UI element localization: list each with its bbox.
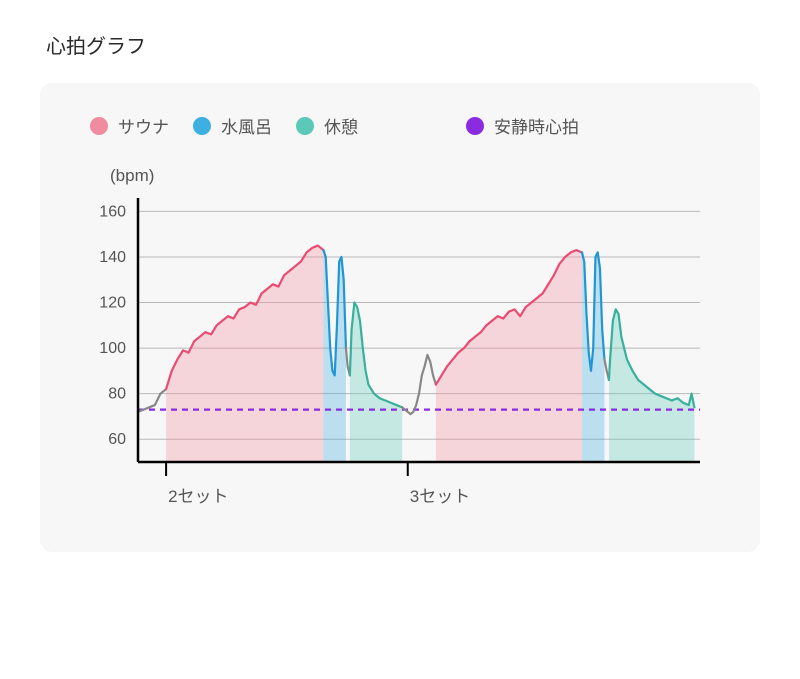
svg-text:80: 80 — [108, 386, 126, 403]
heart-rate-chart: 60 80 100 120 140 160 2セット 3セット — [70, 192, 710, 522]
svg-text:120: 120 — [99, 295, 126, 312]
chart-card: サウナ 水風呂 休憩 安静時心拍 (bpm) 60 80 100 120 140 160 2… — [40, 83, 760, 552]
svg-text:160: 160 — [99, 203, 126, 220]
svg-text:3セット: 3セット — [410, 487, 470, 506]
legend-item-sauna: サウナ — [90, 113, 169, 138]
legend-item-cold: 水風呂 — [193, 113, 272, 138]
legend-label-cold: 水風呂 — [221, 113, 272, 138]
y-axis-unit: (bpm) — [110, 166, 730, 186]
legend-item-resting: 安静時心拍 — [466, 113, 579, 138]
svg-text:2セット: 2セット — [168, 487, 228, 506]
legend-label-rest: 休憩 — [324, 113, 358, 138]
legend-dot-sauna — [90, 117, 108, 135]
legend-item-rest: 休憩 — [296, 113, 358, 138]
svg-text:60: 60 — [108, 431, 126, 448]
chart-area: 60 80 100 120 140 160 2セット 3セット — [70, 192, 730, 522]
svg-text:100: 100 — [99, 340, 126, 357]
svg-text:140: 140 — [99, 249, 126, 266]
legend-label-resting: 安静時心拍 — [494, 113, 579, 138]
legend-dot-rest — [296, 117, 314, 135]
legend-dot-cold — [193, 117, 211, 135]
chart-legend: サウナ 水風呂 休憩 安静時心拍 — [70, 113, 730, 138]
page-title: 心拍グラフ — [46, 30, 760, 59]
legend-dot-resting — [466, 117, 484, 135]
legend-label-sauna: サウナ — [118, 113, 169, 138]
